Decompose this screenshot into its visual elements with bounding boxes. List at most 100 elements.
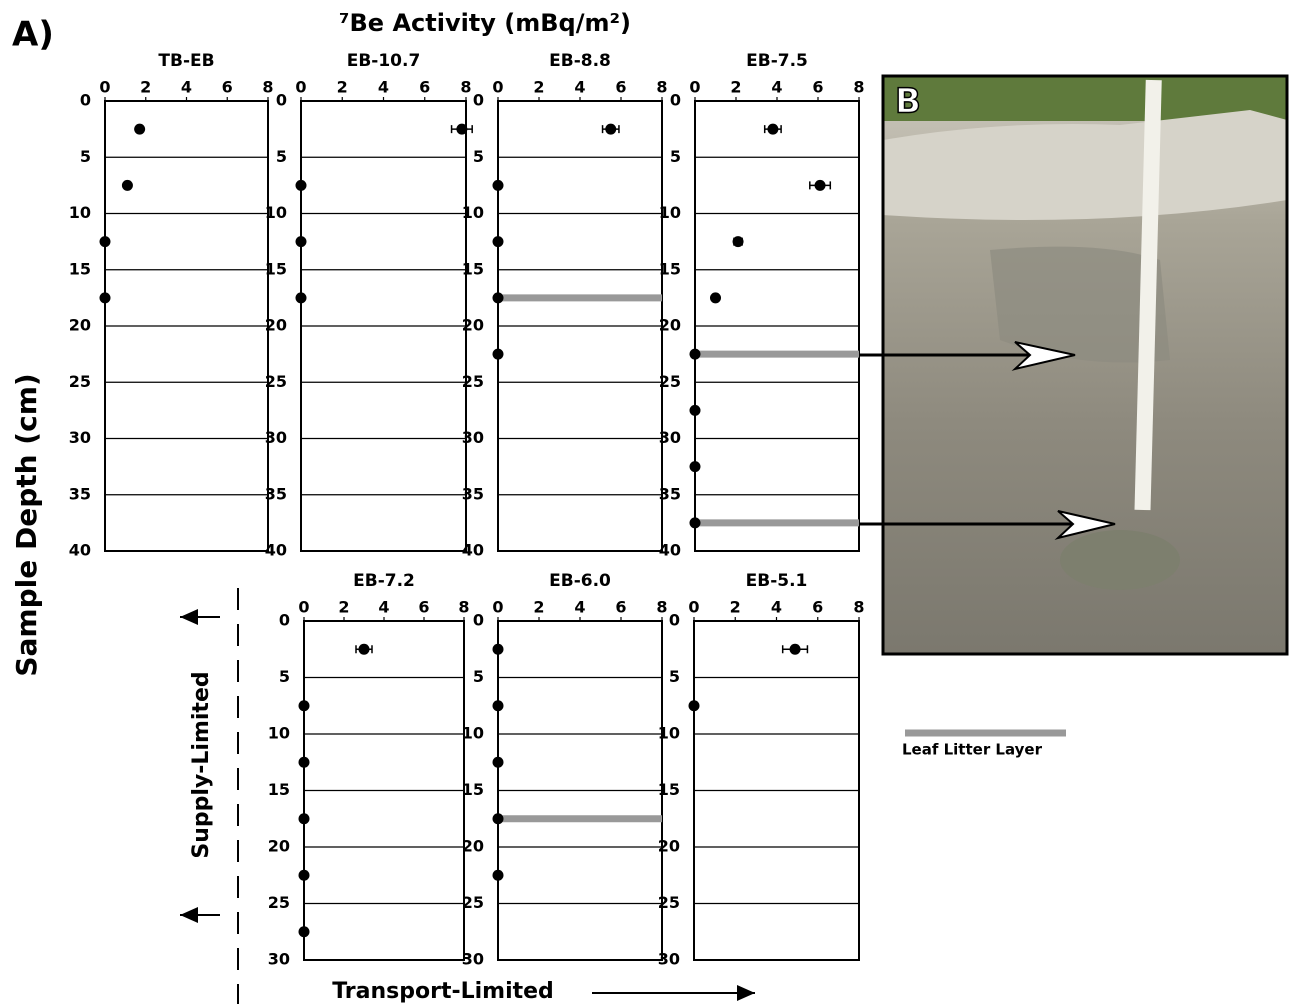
x-tick-label: 8 xyxy=(656,78,667,97)
y-tick-label: 5 xyxy=(670,147,681,166)
arrow-head xyxy=(1011,341,1076,371)
x-tick-label: 0 xyxy=(492,78,503,97)
data-point xyxy=(605,123,617,135)
y-tick-label: 25 xyxy=(268,893,290,912)
x-tick-label: 2 xyxy=(140,78,151,97)
x-tick-label: 0 xyxy=(689,78,700,97)
data-point xyxy=(99,236,111,248)
plot-frame xyxy=(693,620,860,961)
data-point xyxy=(134,123,146,135)
panel-title: EB-7.5 xyxy=(746,51,808,71)
x-tick-label: 8 xyxy=(853,78,864,97)
panel-title: EB-5.1 xyxy=(746,571,808,591)
y-tick-label: 25 xyxy=(659,372,681,391)
plot-frame xyxy=(497,620,663,961)
data-point xyxy=(492,756,504,768)
data-point xyxy=(456,123,468,135)
y-tick-label: 40 xyxy=(265,541,287,560)
data-point xyxy=(689,461,701,473)
y-tick-label: 30 xyxy=(462,428,484,447)
y-tick-label: 5 xyxy=(473,667,484,686)
data-point xyxy=(492,869,504,881)
x-tick-label: 6 xyxy=(812,598,823,617)
data-point xyxy=(789,643,801,655)
data-point xyxy=(492,700,504,712)
y-tick-label: 35 xyxy=(265,484,287,503)
panel-label: A) xyxy=(12,15,54,55)
x-tick-label: 4 xyxy=(378,78,389,97)
y-tick-label: 15 xyxy=(69,259,91,278)
data-point xyxy=(492,179,504,191)
x-tick-label: 2 xyxy=(533,598,544,617)
x-tick-label: 6 xyxy=(615,78,626,97)
x-tick-label: 6 xyxy=(418,598,429,617)
x-tick-label: 2 xyxy=(533,78,544,97)
y-tick-label: 35 xyxy=(462,484,484,503)
y-axis-title: Sample Depth (cm) xyxy=(10,373,43,676)
y-tick-label: 15 xyxy=(462,259,484,278)
data-point xyxy=(298,700,310,712)
x-tick-label: 4 xyxy=(771,78,782,97)
y-tick-label: 10 xyxy=(462,203,484,222)
x-tick-label: 8 xyxy=(458,598,469,617)
data-point xyxy=(689,404,701,416)
y-tick-label: 0 xyxy=(276,91,287,110)
y-tick-label: 15 xyxy=(462,780,484,799)
data-point xyxy=(298,926,310,938)
y-tick-label: 40 xyxy=(462,541,484,560)
data-point xyxy=(492,348,504,360)
x-tick-label: 0 xyxy=(99,78,110,97)
y-tick-label: 5 xyxy=(473,147,484,166)
y-tick-label: 20 xyxy=(658,837,680,856)
y-tick-label: 30 xyxy=(462,950,484,969)
data-point xyxy=(295,236,307,248)
y-tick-label: 0 xyxy=(80,91,91,110)
y-tick-label: 25 xyxy=(462,893,484,912)
y-tick-label: 15 xyxy=(659,259,681,278)
data-point xyxy=(492,643,504,655)
y-tick-label: 30 xyxy=(658,950,680,969)
transport-label: Transport-Limited xyxy=(332,979,554,1004)
y-tick-label: 20 xyxy=(462,316,484,335)
y-tick-label: 25 xyxy=(658,893,680,912)
x-tick-label: 6 xyxy=(615,598,626,617)
data-point xyxy=(358,643,370,655)
y-tick-label: 10 xyxy=(265,203,287,222)
x-tick-label: 6 xyxy=(419,78,430,97)
y-tick-label: 35 xyxy=(659,484,681,503)
y-tick-label: 0 xyxy=(473,611,484,630)
x-tick-label: 4 xyxy=(574,598,585,617)
y-tick-label: 10 xyxy=(658,724,680,743)
y-tick-label: 20 xyxy=(659,316,681,335)
x-tick-label: 8 xyxy=(262,78,273,97)
x-tick-label: 2 xyxy=(730,78,741,97)
y-tick-label: 40 xyxy=(69,541,91,560)
data-point xyxy=(688,700,700,712)
y-tick-label: 0 xyxy=(670,91,681,110)
x-tick-label: 4 xyxy=(378,598,389,617)
x-tick-label: 0 xyxy=(295,78,306,97)
y-tick-label: 25 xyxy=(265,372,287,391)
y-tick-label: 25 xyxy=(462,372,484,391)
y-tick-label: 20 xyxy=(462,837,484,856)
y-tick-label: 0 xyxy=(473,91,484,110)
photo: B xyxy=(881,74,1289,656)
data-point xyxy=(295,179,307,191)
data-point xyxy=(492,292,504,304)
data-point xyxy=(732,236,744,248)
y-tick-label: 15 xyxy=(268,780,290,799)
data-point xyxy=(295,292,307,304)
y-tick-label: 5 xyxy=(80,147,91,166)
y-tick-label: 20 xyxy=(69,316,91,335)
data-point xyxy=(298,813,310,825)
x-tick-label: 2 xyxy=(337,78,348,97)
panel-title: EB-10.7 xyxy=(347,51,421,71)
data-point xyxy=(121,179,133,191)
data-point xyxy=(689,348,701,360)
data-point xyxy=(814,179,826,191)
x-tick-label: 8 xyxy=(853,598,864,617)
panel-title: TB-EB xyxy=(158,51,214,71)
x-tick-label: 8 xyxy=(656,598,667,617)
plot-frame xyxy=(104,100,269,552)
